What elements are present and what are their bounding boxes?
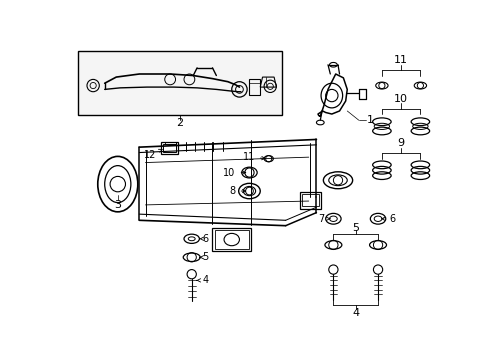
Bar [299, 192, 321, 209]
Bar [163, 144, 175, 152]
Text: 2: 2 [176, 117, 183, 127]
Text: 11: 11 [242, 152, 264, 162]
Bar [161, 142, 178, 154]
Text: 12: 12 [143, 149, 162, 160]
Text: 1: 1 [366, 115, 373, 125]
Text: 4: 4 [351, 308, 359, 318]
Text: 5: 5 [199, 252, 208, 262]
Text: 8: 8 [229, 186, 245, 196]
Text: 5: 5 [351, 223, 359, 233]
Text: 7: 7 [317, 214, 329, 224]
Bar [78, 51, 281, 115]
Bar [212, 228, 250, 251]
Bar [301, 194, 318, 206]
Text: 4: 4 [197, 275, 208, 285]
Text: 6: 6 [381, 214, 395, 224]
Text: 10: 10 [223, 167, 245, 177]
Bar [214, 230, 248, 249]
Text: 10: 10 [393, 94, 407, 104]
Text: 11: 11 [393, 55, 407, 65]
Text: 3: 3 [114, 200, 121, 210]
Text: 9: 9 [397, 138, 404, 148]
Text: 6: 6 [199, 234, 208, 244]
Bar [249, 80, 260, 95]
